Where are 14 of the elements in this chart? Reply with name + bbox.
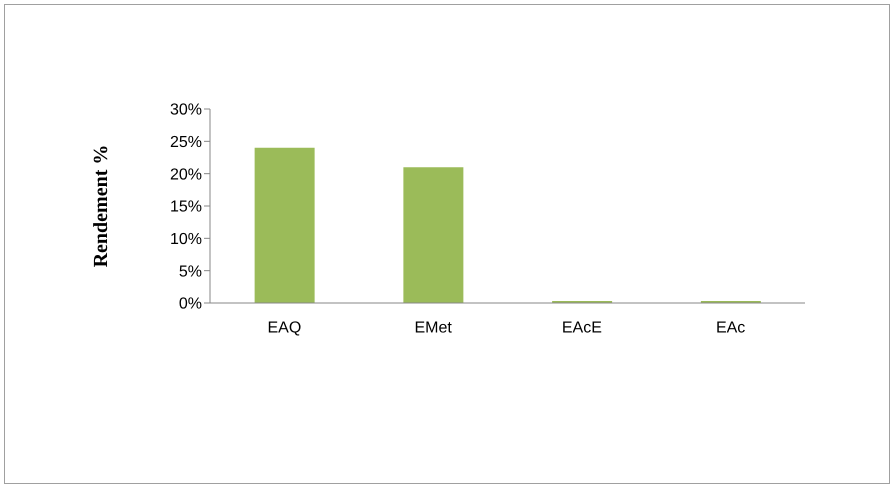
y-tick-label: 5%: [178, 263, 202, 280]
y-tick-label: 10%: [170, 231, 202, 248]
y-tick-label: 25%: [170, 134, 202, 152]
y-tick-label: 30%: [170, 102, 202, 119]
bar: [403, 167, 464, 303]
bar: [254, 148, 315, 303]
y-tick-label: 0%: [178, 296, 202, 313]
y-tick-label: 20%: [170, 166, 202, 184]
x-tick-label: EAQ: [267, 319, 302, 336]
x-tick-label: EMet: [414, 319, 452, 336]
x-tick-label: EAcE: [562, 319, 602, 336]
x-tick-label: EAc: [716, 319, 746, 336]
y-axis-title: Rendement %: [90, 144, 112, 268]
y-tick-label: 15%: [170, 198, 202, 216]
